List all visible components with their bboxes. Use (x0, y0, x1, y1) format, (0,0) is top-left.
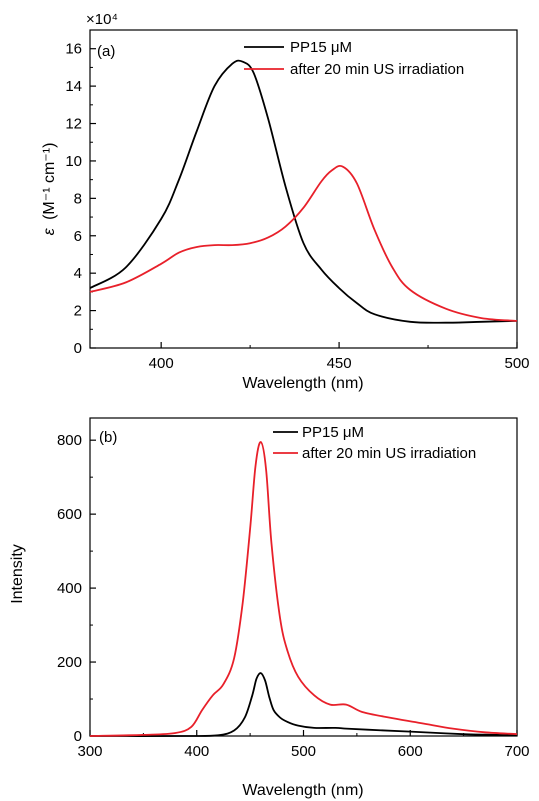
y-tick-label: 8 (74, 190, 82, 207)
panel-a-y-axis-symbol: ε (41, 227, 58, 235)
y-tick-label: 2 (74, 303, 82, 320)
panel-a: 0 2 4 6 8 10 12 14 16 400 450 500 ×10⁴ (a) Wavelen… (41, 11, 530, 392)
y-tick-label: 200 (57, 654, 82, 671)
y-tick-label: 0 (74, 728, 82, 745)
y-tick-label: 14 (65, 78, 82, 95)
panel-a-x-axis-label: Wavelength (nm) (242, 375, 363, 392)
panel-b-series (89, 441, 518, 737)
series-line-pp15 (89, 59, 518, 324)
panel-a-plot-frame (89, 29, 518, 349)
panel-b-y-axis-label: Intensity (9, 544, 26, 604)
y-tick-label: 600 (57, 506, 82, 523)
panel-a-legend-label-pp15: PP15 μM (290, 39, 352, 56)
y-tick-label: 16 (65, 41, 82, 58)
panel-b-legend: PP15 μM after 20 min US irradiation (273, 424, 476, 462)
x-tick-label: 700 (504, 743, 529, 760)
y-tick-label: 4 (74, 265, 82, 282)
x-tick-label: 400 (149, 355, 174, 372)
panel-b-y-ticks: 0 200 400 600 800 (57, 432, 96, 745)
panel-b: 0 200 400 600 800 300 400 500 600 700 (b) Wavele… (9, 417, 530, 799)
panel-a-label: (a) (97, 43, 115, 60)
series-line-us-irradiation (89, 441, 518, 737)
panel-a-series (89, 59, 518, 324)
x-tick-label: 400 (184, 743, 209, 760)
y-tick-label: 10 (65, 153, 82, 170)
series-line-us-irradiation (89, 165, 518, 322)
x-tick-label: 600 (398, 743, 423, 760)
x-tick-label: 300 (77, 743, 102, 760)
panel-a-y-axis-label: ε (M⁻¹ cm⁻¹) (41, 143, 58, 236)
series-line-pp15 (89, 672, 518, 737)
x-tick-label: 500 (504, 355, 529, 372)
y-tick-label: 12 (65, 116, 82, 133)
y-tick-label: 800 (57, 432, 82, 449)
panel-b-x-ticks: 300 400 500 600 700 (77, 730, 530, 760)
panel-a-legend-label-us: after 20 min US irradiation (290, 61, 464, 78)
panel-b-label: (b) (99, 429, 117, 446)
panel-a-y-ticks: 0 2 4 6 8 10 12 14 16 (65, 41, 96, 357)
panel-b-legend-label-pp15: PP15 μM (302, 424, 364, 441)
x-tick-label: 500 (291, 743, 316, 760)
y-tick-label: 0 (74, 340, 82, 357)
panel-b-x-axis-label: Wavelength (nm) (242, 782, 363, 799)
y-tick-label: 6 (74, 228, 82, 245)
x-tick-label: 450 (327, 355, 352, 372)
panel-a-y-axis-units: (M⁻¹ cm⁻¹) (41, 143, 58, 220)
panel-a-x-ticks: 400 450 500 (149, 342, 530, 372)
panel-b-legend-label-us: after 20 min US irradiation (302, 445, 476, 462)
panel-b-plot-frame (89, 417, 518, 737)
panel-a-legend: PP15 μM after 20 min US irradiation (244, 39, 464, 78)
panel-a-y-multiplier: ×10⁴ (86, 11, 118, 28)
y-tick-label: 400 (57, 580, 82, 597)
